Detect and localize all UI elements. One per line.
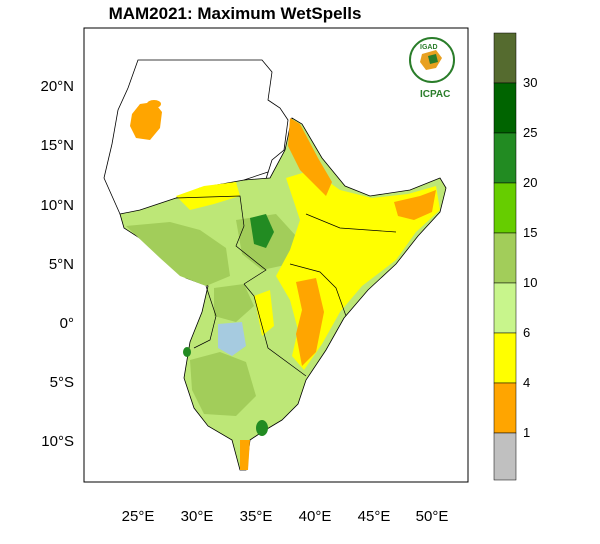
wetspell-patch-yellow-3 xyxy=(254,290,274,336)
lon-label-25e: 25°E xyxy=(121,508,155,525)
colorbar xyxy=(493,32,517,481)
lon-label-50e: 50°E xyxy=(415,508,449,525)
colorbar-label-1: 1 xyxy=(523,425,531,440)
logo-bottom-text: ICPAC xyxy=(420,89,451,100)
wetspell-patch-dark-green-3 xyxy=(183,347,191,357)
lake-victoria xyxy=(218,322,246,356)
colorbar-label-10: 10 xyxy=(523,275,538,290)
wetspell-patch-mid-3 xyxy=(190,352,256,416)
map-title: MAM2021: Maximum WetSpells xyxy=(108,4,362,23)
lat-label-15n: 15°N xyxy=(40,137,74,154)
wetspell-patch-orange-somalia xyxy=(394,190,436,220)
lat-label-5s: 5°S xyxy=(49,374,74,391)
colorbar-swatch-0 xyxy=(493,32,517,84)
colorbar-swatch-8 xyxy=(493,432,517,481)
logo-map-icon-green xyxy=(428,54,438,64)
lon-label-40e: 40°E xyxy=(298,508,332,525)
lat-label-10n: 10°N xyxy=(40,197,74,214)
wetspell-patch-mid-1 xyxy=(126,222,230,286)
colorbar-swatch-7 xyxy=(493,382,517,434)
sudan-region xyxy=(103,59,289,215)
lon-label-30e: 30°E xyxy=(180,508,214,525)
wetspell-patch-dark-green-2 xyxy=(256,420,268,436)
country-borders xyxy=(175,171,397,377)
logo-top-text: IGAD xyxy=(420,44,438,51)
lon-label-35e: 35°E xyxy=(239,508,273,525)
colorbar-label-6: 6 xyxy=(523,325,531,340)
lon-label-45e: 45°E xyxy=(357,508,391,525)
colorbar-label-15: 15 xyxy=(523,225,538,240)
colorbar-swatch-1 xyxy=(493,82,517,134)
wetspell-patch-orange-ethiopia-north xyxy=(288,118,332,196)
lat-label-0: 0° xyxy=(59,315,74,332)
wetspell-patch-orange-south xyxy=(240,440,250,470)
colorbar-label-30: 30 xyxy=(523,75,538,90)
lat-label-20n: 20°N xyxy=(40,78,74,95)
lat-label-5n: 5°N xyxy=(48,256,74,273)
wetspell-patch-orange-kenya xyxy=(296,278,324,366)
colorbar-swatch-6 xyxy=(493,332,517,384)
colorbar-label-25: 25 xyxy=(523,125,538,140)
colorbar-label-20: 20 xyxy=(523,175,538,190)
wetspell-patch-yellow-2 xyxy=(176,182,240,210)
colorbar-swatch-5 xyxy=(493,282,517,334)
colorbar-swatch-3 xyxy=(493,182,517,234)
wetspell-patch-dark-green xyxy=(250,214,274,248)
colorbar-swatch-2 xyxy=(493,132,517,184)
lat-label-10s: 10°S xyxy=(41,433,74,450)
colorbar-swatch-4 xyxy=(493,232,517,284)
icpac-logo xyxy=(409,37,455,83)
wetspell-patch-orange-sudan-2 xyxy=(147,100,161,108)
colorbar-label-4: 4 xyxy=(523,375,531,390)
wetspell-patch-mid-4 xyxy=(214,284,254,322)
wetspell-patch-orange-sudan xyxy=(130,102,162,140)
